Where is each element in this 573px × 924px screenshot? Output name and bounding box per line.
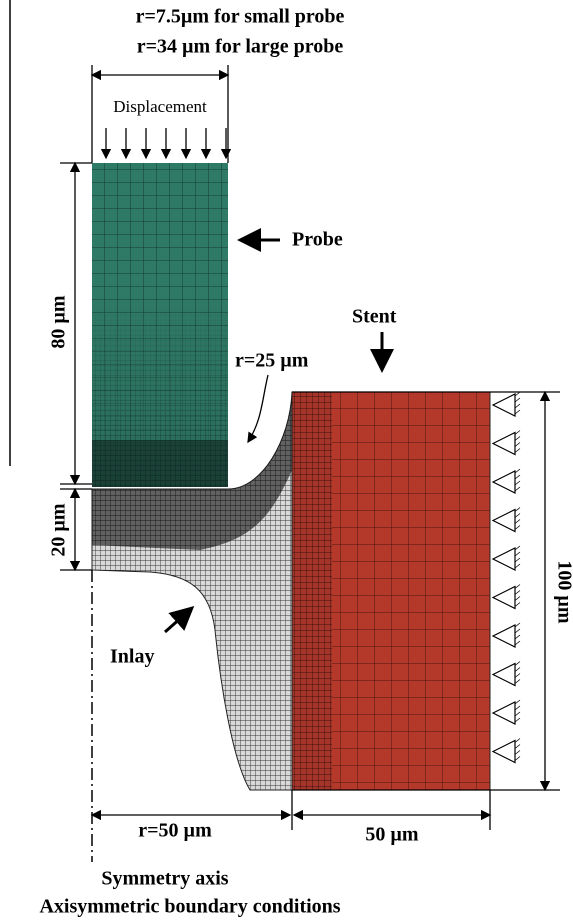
support-hatch xyxy=(515,700,520,722)
support-hatch xyxy=(515,508,520,530)
support-triangle xyxy=(493,433,515,455)
support-triangle xyxy=(493,664,515,686)
displacement-arrows xyxy=(106,128,226,158)
support-hatch xyxy=(515,585,520,607)
support-hatch xyxy=(515,392,520,414)
support-triangle xyxy=(493,702,515,724)
inlay-label: Inlay xyxy=(110,646,154,668)
probe-mesh-dense xyxy=(92,440,228,487)
footer-line: Symmetry axis xyxy=(101,868,228,890)
support-hatch xyxy=(515,469,520,491)
header-line: r=34 µm for large probe xyxy=(137,36,344,58)
supports xyxy=(493,392,520,763)
footer-line: Axisymmetric boundary conditions xyxy=(39,896,340,918)
support-hatch xyxy=(515,546,520,568)
support-hatch xyxy=(515,662,520,684)
fillet-label: r=25 µm xyxy=(235,350,309,372)
support-hatch xyxy=(515,739,520,761)
support-hatch xyxy=(515,431,520,453)
displacement-label: Displacement xyxy=(113,97,207,116)
support-triangle xyxy=(493,625,515,647)
figure: r=7.5µm for small probe r=34 µm for larg… xyxy=(0,0,573,924)
dimension-label: 80 µm xyxy=(48,295,70,349)
support-hatch xyxy=(515,623,520,645)
dimension-label: 20 µm xyxy=(48,503,70,557)
support-triangle xyxy=(493,587,515,609)
support-triangle xyxy=(493,510,515,532)
probe-label: Probe xyxy=(292,229,343,251)
support-triangle xyxy=(493,741,515,763)
header-line: r=7.5µm for small probe xyxy=(136,6,345,28)
support-triangle xyxy=(493,394,515,416)
support-triangle xyxy=(493,548,515,570)
fillet-arrow xyxy=(248,375,268,442)
dimension-label: 100 µm xyxy=(553,560,573,624)
stent-mesh-fine xyxy=(292,392,332,790)
inlay-arrow xyxy=(165,608,192,632)
dimension-label: r=50 µm xyxy=(138,820,212,842)
support-triangle xyxy=(493,471,515,493)
dimension-label: 50 µm xyxy=(365,824,419,846)
stent-label: Stent xyxy=(352,306,397,328)
